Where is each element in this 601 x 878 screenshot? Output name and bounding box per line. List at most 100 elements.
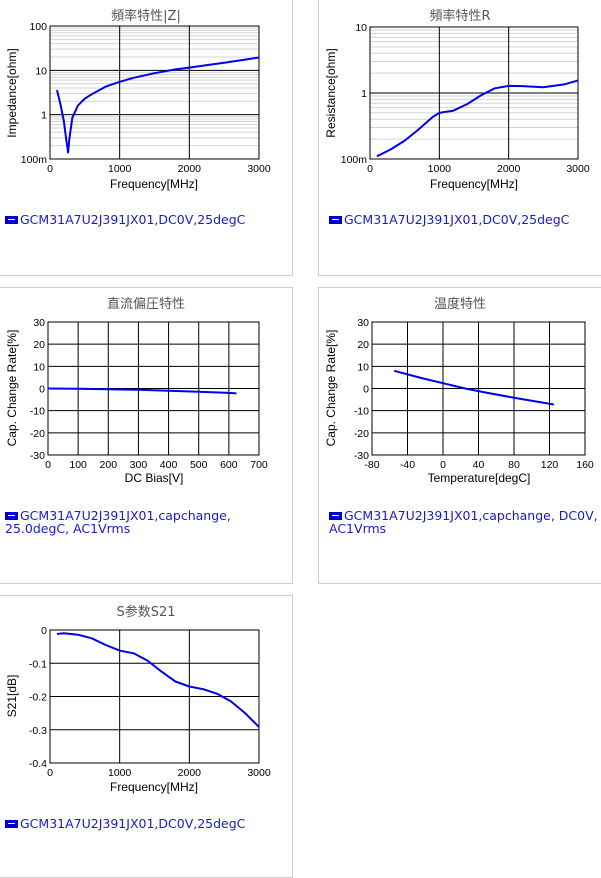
y-tick-label: -20 (354, 428, 369, 440)
legend-label: GCM31A7U2J391JX01,capchange, DC0V, AC1Vr… (329, 508, 598, 536)
legend-swatch-icon (329, 511, 342, 520)
y-tick-label: -0.1 (29, 658, 47, 670)
legend-swatch-icon (329, 215, 342, 224)
y-tick-label: 10 (357, 361, 369, 373)
y-tick-label: 10 (355, 22, 367, 34)
x-tick-label: 2000 (178, 767, 202, 779)
x-tick-label: 300 (130, 459, 148, 471)
x-tick-label: 0 (440, 459, 446, 471)
x-tick-label: 1000 (108, 163, 132, 175)
legend-swatch-icon (5, 215, 18, 224)
x-tick-label: 3000 (566, 163, 590, 175)
y-axis-label: Impedance[ohm] (5, 48, 19, 137)
temperature-chart: -30 -20 -10 0 10 20 30 -80 -40 0 40 80 120 160 Tempera… (324, 317, 594, 485)
resistance-chart: 100m 1 10 0 1000 2000 3000 Frequency[MHz] Resist… (324, 22, 590, 191)
x-axis-label: Frequency[MHz] (110, 177, 198, 191)
chart-legend[interactable]: GCM31A7U2J391JX01,DC0V,25degC (5, 817, 245, 830)
legend-label: GCM31A7U2J391JX01,capchange, 25.0degC, A… (5, 508, 231, 536)
plot-frame (371, 321, 586, 456)
x-tick-label: 40 (473, 459, 485, 471)
legend-label: GCM31A7U2J391JX01,DC0V,25degC (20, 816, 246, 831)
y-tick-label: -30 (30, 450, 45, 462)
chart-legend[interactable]: GCM31A7U2J391JX01,capchange, DC0V, AC1Vr… (329, 509, 599, 535)
x-tick-label: 700 (250, 459, 268, 471)
x-axis-label: Frequency[MHz] (430, 177, 518, 191)
x-axis-label: Temperature[degC] (428, 471, 531, 485)
x-tick-label: 0 (47, 163, 53, 175)
y-tick-label: -0.4 (29, 758, 47, 770)
legend-label: GCM31A7U2J391JX01,DC0V,25degC (20, 212, 246, 227)
y-tick-label: -10 (30, 406, 45, 418)
y-tick-label: 10 (35, 65, 47, 77)
y-tick-label: 100m (21, 154, 48, 166)
chart-title: 頻率特性|Z| (111, 9, 181, 24)
y-tick-label: 1 (361, 88, 367, 100)
y-tick-label: -0.2 (29, 692, 47, 704)
chart-legend[interactable]: GCM31A7U2J391JX01,DC0V,25degC (329, 213, 569, 226)
x-tick-label: 160 (576, 459, 594, 471)
y-tick-label: 100 (29, 21, 47, 33)
y-tick-label: 0 (39, 384, 45, 396)
x-tick-label: 1000 (428, 163, 452, 175)
x-axis-label: DC Bias[V] (125, 471, 184, 485)
chart-panel-dc-bias: 直流偏圧特性 -30 -20 -10 0 10 20 30 0 100 200 300 400 500 6… (0, 287, 293, 584)
legend-swatch-icon (5, 511, 18, 520)
x-tick-label: 1000 (108, 767, 132, 779)
chart-title: S参数S21 (116, 605, 176, 620)
legend-swatch-icon (5, 819, 18, 828)
series-line (56, 56, 260, 154)
series-line (376, 79, 579, 158)
y-axis-label: S21[dB] (5, 675, 19, 718)
x-tick-label: 80 (508, 459, 520, 471)
y-tick-label: -10 (354, 406, 369, 418)
y-axis-label: Cap. Change Rate[%] (324, 330, 338, 447)
x-tick-label: 200 (100, 459, 118, 471)
x-tick-label: 2000 (497, 163, 521, 175)
y-tick-label: -0.3 (29, 725, 47, 737)
x-tick-label: 500 (190, 459, 208, 471)
x-tick-label: 3000 (247, 163, 271, 175)
x-tick-label: -40 (400, 459, 415, 471)
x-tick-label: 3000 (247, 767, 271, 779)
plot-frame (49, 25, 260, 160)
series-line (393, 369, 555, 406)
chart-title: 温度特性 (433, 297, 486, 312)
x-tick-label: 2000 (178, 163, 202, 175)
y-tick-label: 30 (33, 317, 45, 329)
chart-panel-impedance: 頻率特性|Z| 100m 1 10 100 0 1000 2000 3000 Frequency… (0, 0, 293, 276)
x-tick-label: -80 (364, 459, 379, 471)
s21-chart: -0.4 -0.3 -0.2 -0.1 0 0 1000 2000 3000 Frequency[… (5, 625, 271, 794)
x-tick-label: 0 (367, 163, 373, 175)
y-tick-label: -30 (354, 450, 369, 462)
chart-title: 頻率特性R (429, 9, 491, 24)
x-tick-label: 600 (220, 459, 238, 471)
y-tick-label: 0 (41, 625, 47, 637)
plot-frame (49, 629, 260, 764)
y-tick-label: 0 (363, 384, 369, 396)
x-tick-label: 0 (47, 767, 53, 779)
y-tick-label: 30 (357, 317, 369, 329)
chart-panel-resistance: 頻率特性R 100m 1 10 0 1000 2000 3000 Frequency[MHz]… (318, 0, 601, 276)
x-tick-label: 120 (541, 459, 559, 471)
legend-label: GCM31A7U2J391JX01,DC0V,25degC (344, 212, 570, 227)
chart-title: 直流偏圧特性 (106, 297, 185, 312)
y-tick-label: 10 (33, 361, 45, 373)
y-tick-label: 20 (357, 339, 369, 351)
y-axis-label: Cap. Change Rate[%] (5, 330, 19, 447)
x-tick-label: 100 (69, 459, 87, 471)
y-tick-label: 1 (41, 110, 47, 122)
y-tick-label: 20 (33, 339, 45, 351)
x-axis-label: Frequency[MHz] (110, 780, 198, 794)
x-tick-label: 400 (160, 459, 178, 471)
chart-legend[interactable]: GCM31A7U2J391JX01,DC0V,25degC (5, 213, 245, 226)
y-tick-label: 100m (341, 154, 368, 166)
series-line (56, 632, 260, 728)
chart-panel-temperature: 温度特性 -30 -20 -10 0 10 20 30 -80 -40 0 40 80 120 160 Te… (318, 287, 601, 584)
series-line (47, 387, 237, 395)
x-tick-label: 0 (45, 459, 51, 471)
plot-frame (369, 26, 579, 160)
chart-legend[interactable]: GCM31A7U2J391JX01,capchange, 25.0degC, A… (5, 509, 265, 535)
y-axis-label: Resistance[ohm] (324, 48, 338, 137)
